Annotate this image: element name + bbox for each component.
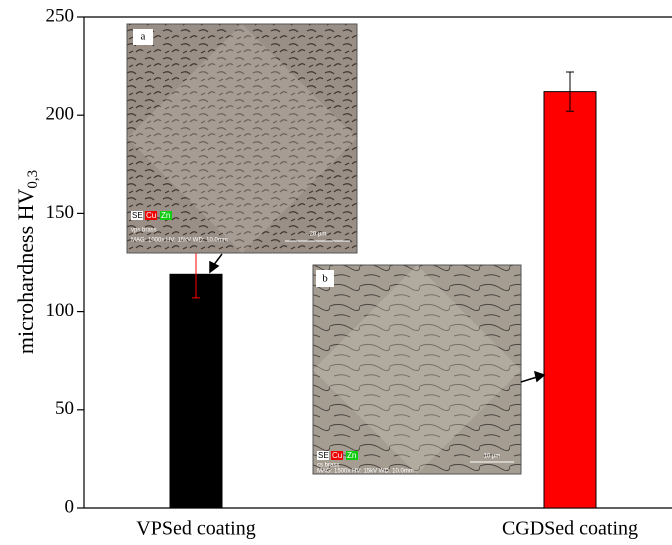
y-tick-label: 150 xyxy=(46,202,75,223)
inset-info: MAG: 1500x HV: 15kV WD: 10.0mm xyxy=(317,469,414,475)
y-tick-label: 100 xyxy=(46,300,75,321)
detector: Zn xyxy=(347,451,356,460)
inset-tag: a xyxy=(141,31,146,43)
inset-a: a SE Cu Zn vps brass MAG: 1000x HV: 15kV… xyxy=(126,23,358,254)
inset-sample: vps brass xyxy=(131,228,157,234)
x-tick-label: VPSed coating xyxy=(136,518,255,540)
inset-tag: b xyxy=(322,273,328,285)
inset-sample: cs brass xyxy=(317,463,339,469)
bar xyxy=(543,91,597,509)
bars xyxy=(169,71,597,509)
inset-info: MAG: 1000x HV: 15kV WD: 10.0mm xyxy=(131,238,228,244)
detector: Zn xyxy=(161,211,170,220)
scale-bar-label: 20 µm xyxy=(310,232,327,238)
y-tick-label: 200 xyxy=(46,104,75,125)
detector: Cu xyxy=(146,211,156,220)
y-label-main: microhardness HV xyxy=(13,188,38,354)
inset-b: b SE Cu Zn cs brass MAG: 1500x HV: 15kV … xyxy=(312,264,522,475)
detector: SE xyxy=(318,451,329,460)
x-tick-label: CGDSed coating xyxy=(502,518,638,540)
y-axis-label: microhardness HV0,3 xyxy=(13,170,41,354)
bar xyxy=(169,273,223,509)
arrows xyxy=(209,253,546,383)
y-tick-label: 50 xyxy=(55,398,74,419)
error-bar xyxy=(566,71,574,112)
y-tick-label: 0 xyxy=(65,496,75,517)
y-label-sub: 0,3 xyxy=(25,170,41,189)
y-tick-label: 250 xyxy=(46,5,75,26)
scale-bar-label: 10 µm xyxy=(484,454,501,460)
detector: SE xyxy=(132,211,143,220)
detector: Cu xyxy=(332,451,342,460)
